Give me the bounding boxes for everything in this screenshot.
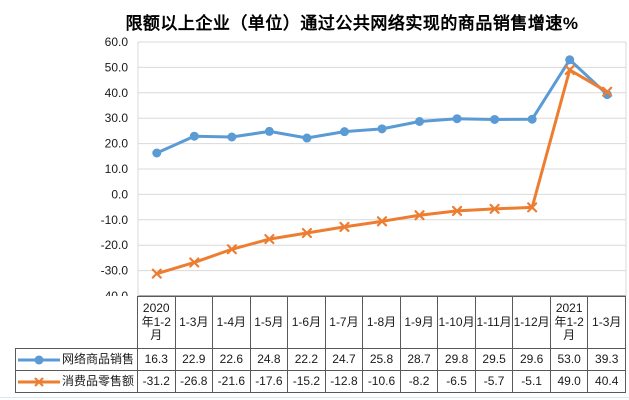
table-cell: 25.8 — [363, 349, 401, 371]
table-cell: -21.6 — [213, 371, 251, 393]
table-cell: -31.2 — [138, 371, 176, 393]
series-1-marker — [490, 114, 500, 124]
table-cell: -26.8 — [175, 371, 214, 393]
legend-cell: 消费品零售额 — [15, 371, 138, 393]
column-header: 1-5月 — [250, 296, 289, 349]
series-1-marker — [189, 131, 199, 141]
series-1-marker — [339, 127, 349, 137]
series-2-marker — [564, 64, 575, 76]
table-cell: 29.8 — [438, 349, 476, 371]
series-2-marker — [264, 234, 275, 245]
series-1-marker — [527, 114, 537, 124]
table-cell: 29.5 — [475, 349, 514, 371]
series-1-marker — [377, 124, 387, 134]
series-2-marker — [189, 257, 200, 268]
bottom-divider — [0, 397, 629, 398]
series-1-marker — [452, 114, 462, 124]
table-cell: -5.7 — [475, 371, 514, 393]
series-2-marker — [339, 221, 350, 233]
y-axis-tick-label: -30.0 — [101, 264, 129, 278]
table-cell: 29.6 — [513, 349, 551, 371]
y-axis-tick-label: 50.0 — [105, 60, 129, 74]
series-1-marker — [565, 55, 575, 65]
series-2-marker — [489, 203, 500, 214]
column-header: 1-3月 — [588, 296, 626, 349]
series-1-line — [155, 58, 609, 155]
column-header: 1-12月 — [513, 296, 551, 349]
table-corner-cell — [15, 296, 138, 349]
series-1-marker — [415, 117, 425, 127]
y-axis-tick-label: 20.0 — [105, 137, 129, 151]
table-cell: 40.4 — [588, 371, 626, 393]
line-circle-legend-icon — [18, 355, 60, 364]
y-axis-tick-label: 30.0 — [105, 111, 129, 125]
y-axis-tick-label: 10.0 — [105, 162, 129, 176]
table-cell: 22.6 — [213, 349, 251, 371]
series-2-marker — [151, 268, 162, 279]
table-cell: -15.2 — [288, 371, 326, 393]
column-header: 2021年1-2月 — [550, 296, 589, 349]
series-2-label: 消费品零售额 — [62, 373, 135, 388]
column-header: 1-8月 — [363, 296, 401, 349]
series-2-marker — [602, 86, 613, 97]
table-cell: -12.8 — [325, 371, 364, 393]
y-axis-tick-label: -10.0 — [101, 213, 129, 227]
series-1-label: 网络商品销售 — [62, 351, 135, 366]
column-header: 1-10月 — [438, 296, 476, 349]
column-header: 1-4月 — [213, 296, 251, 349]
column-header: 1-9月 — [400, 296, 439, 349]
series-1-marker — [152, 148, 162, 158]
series-1-marker — [302, 133, 312, 143]
series-1-marker — [264, 126, 274, 136]
y-axis-tick-label: 0.0 — [111, 187, 128, 201]
y-axis-tick-label: 60.0 — [105, 35, 129, 49]
column-header: 2020年1-2月 — [138, 296, 176, 349]
series-1-marker — [602, 90, 612, 100]
column-header: 1-7月 — [325, 296, 364, 349]
series-2-marker — [527, 202, 538, 213]
series-2-line — [155, 68, 609, 276]
series-2-marker — [451, 205, 463, 217]
y-axis-tick-label: -20.0 — [101, 238, 129, 252]
table-cell: 53.0 — [550, 349, 589, 371]
column-header: 1-3月 — [175, 296, 214, 349]
line-x-legend-icon — [18, 376, 60, 387]
table-cell: -8.2 — [400, 371, 439, 393]
table-cell: -10.6 — [363, 371, 401, 393]
series-1-marker — [227, 132, 237, 142]
table-cell: 22.9 — [175, 349, 214, 371]
table-cell: 22.2 — [288, 349, 326, 371]
table-cell: 28.7 — [400, 349, 439, 371]
table-cell: 49.0 — [550, 371, 589, 393]
y-axis-tick-label: 40.0 — [105, 86, 129, 100]
table-cell: -6.5 — [438, 371, 476, 393]
table-cell: 39.3 — [588, 349, 626, 371]
data-table: 2020年1-2月 1-3月 1-4月 1-5月 1-6月 1-7月 1-8月 1-9月 1-1… — [15, 296, 626, 393]
chart-title: 限额以上企业（单位）通过公共网络实现的商品销售增速% — [125, 14, 579, 33]
table-cell: -17.6 — [250, 371, 289, 393]
series-2-marker — [301, 227, 313, 239]
legend-cell: 网络商品销售 — [15, 349, 138, 371]
series-2-marker — [414, 210, 425, 221]
column-header: 1-6月 — [288, 296, 326, 349]
column-header: 1-11月 — [475, 296, 514, 349]
series-2-marker — [376, 216, 388, 227]
table-cell: 24.8 — [250, 349, 289, 371]
series-2-marker — [226, 244, 237, 255]
table-cell: 24.7 — [325, 349, 364, 371]
table-cell: -5.1 — [513, 371, 551, 393]
table-cell: 16.3 — [138, 349, 176, 371]
